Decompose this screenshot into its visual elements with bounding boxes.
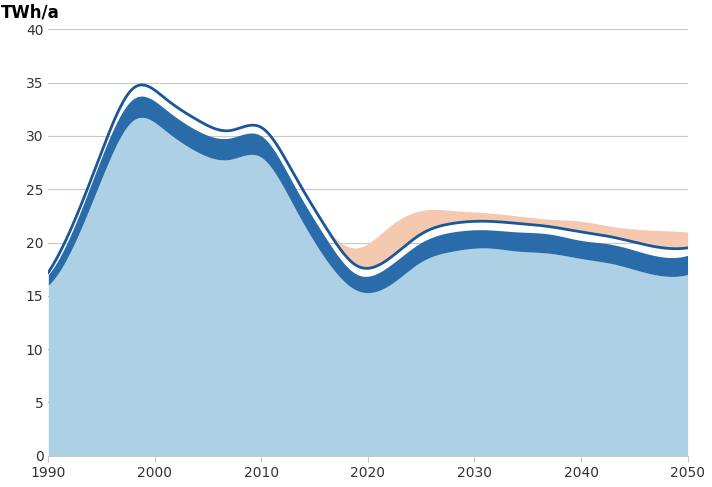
Text: TWh/a: TWh/a	[1, 4, 59, 22]
